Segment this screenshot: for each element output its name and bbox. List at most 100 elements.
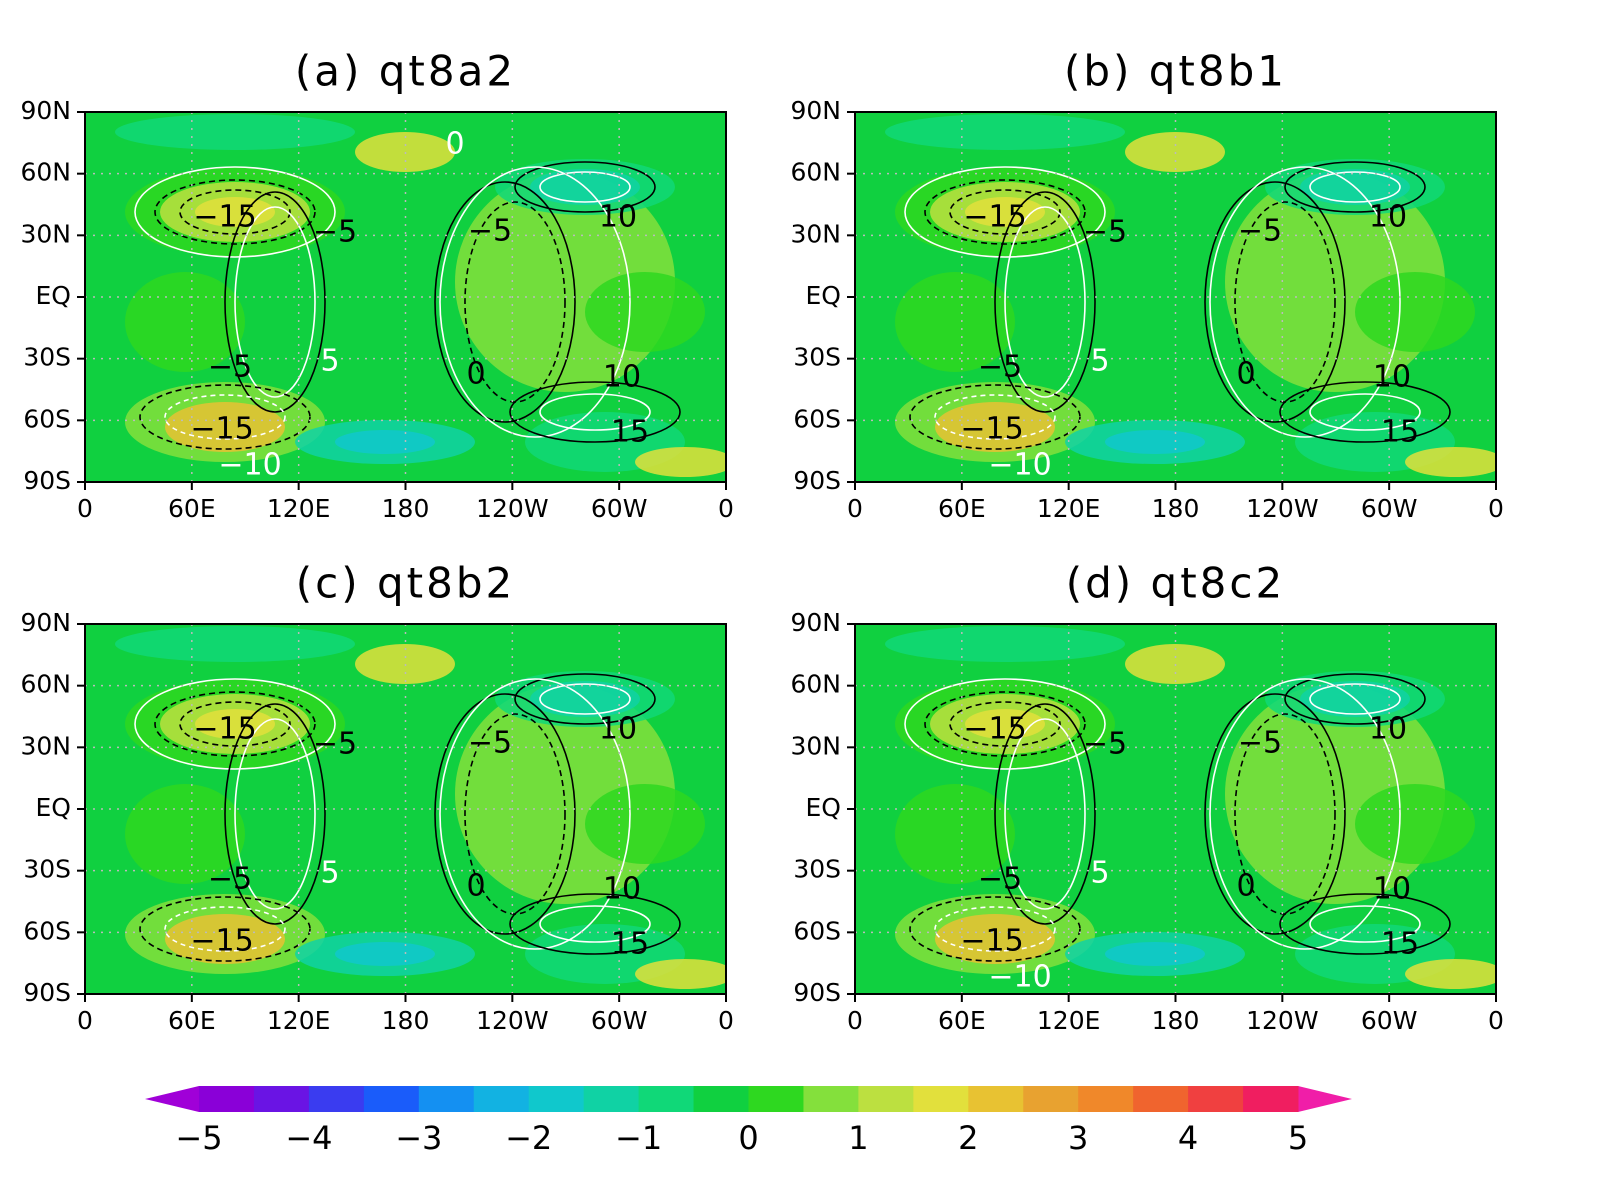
colorbar-tick-label: −5 [175,1119,222,1157]
contour-label: −5 [468,726,512,761]
contour-line [924,179,1086,245]
field-patch [1355,784,1475,864]
colorbar-swatch [968,1086,1024,1112]
x-tick-label: 60E [938,494,986,523]
colorbar-swatch [308,1086,365,1112]
y-tick-label: 60S [793,404,841,433]
y-tick-label: 30S [23,855,71,884]
field: −15 −5 −5 10 −5 5 0 10 −15 15 [85,624,726,994]
contour-label: 15 [1381,927,1419,962]
contour-label: 10 [603,360,641,395]
y-tick-label: 90N [790,96,841,125]
y-tick-label: 60S [793,916,841,945]
colorbar-tick-label: 1 [848,1119,868,1157]
contour-label: −5 [1083,727,1127,762]
field-patch [115,114,355,150]
contour-label: 10 [1369,200,1407,235]
contour-label: −5 [208,350,252,385]
contour-label: −5 [313,727,357,762]
contour-line [539,393,651,431]
x-tick-label: 180 [382,1006,430,1035]
panel-title: (b) qt8b1 [1064,47,1287,96]
contour-label: −5 [1238,726,1282,761]
x-tick-label: 180 [1152,1006,1200,1035]
colorbar-tick-label: −2 [505,1119,552,1157]
y-tick-label: 30N [20,731,71,760]
colorbar-swatch [693,1086,749,1112]
plot-area: −15 −5 −5 10 −5 5 0 10 −15 15 −10 0 [85,112,726,482]
field-patch [1405,447,1496,477]
x-tick-label: 60W [591,494,648,523]
panel-title: (a) qt8a2 [295,47,516,96]
y-tick-label: 30S [23,343,71,372]
contour-label: 10 [599,200,637,235]
field: −15 −5 −5 10 −5 5 0 10 −15 15 −10 [855,112,1496,482]
plot-area: −15 −5 −5 10 −5 5 0 10 −15 15 −10 [855,112,1496,482]
panel-title: (d) qt8c2 [1066,559,1285,608]
plot-frame [84,623,727,995]
contour-line [1204,181,1346,423]
x-tick-label: 0 [1488,494,1504,523]
contour-label: −15 [193,200,256,235]
contour-label: −15 [193,712,256,747]
x-tick-label: 0 [718,1006,734,1035]
x-tick-label: 120W [1246,1006,1318,1035]
contour-line [154,179,316,245]
field-patch [165,402,285,452]
x-tick-label: 0 [847,1006,863,1035]
contour-line [139,896,311,962]
field-patch [1355,272,1475,352]
y-tick-label: 90N [20,608,71,637]
y-tick-label: 90S [793,978,841,1007]
contour-label: 15 [611,415,649,450]
contour-label: −15 [960,924,1023,959]
plot-area: −15 −5 −5 10 −5 5 0 10 −15 15 −10 [855,624,1496,995]
colorbar-under [145,1086,199,1112]
contour-label: −15 [963,712,1026,747]
y-tick-label: 90N [790,608,841,637]
field-patch [335,430,435,454]
colorbar-swatch [418,1086,475,1112]
contour-line [1309,905,1421,943]
colorbar-swatch [473,1086,530,1112]
contour-label: −15 [960,412,1023,447]
colorbar-swatch [913,1086,969,1112]
contour-label: 0 [466,357,485,392]
y-tick-label: EQ [806,281,841,310]
y-tick-label: 60S [23,404,71,433]
contour-label: 5 [320,856,339,891]
field-patch [335,942,435,966]
contour-line [539,683,631,715]
contour-line [1209,678,1401,950]
y-tick-label: EQ [806,793,841,822]
contour-label: 0 [466,869,485,904]
contour-line [904,166,1106,258]
field-patch [935,402,1055,452]
field: −15 −5 −5 10 −5 5 0 10 −15 15 −10 0 [85,112,726,482]
colorbar-tick-label: 4 [1178,1119,1198,1157]
y-tick-label: 30S [793,343,841,372]
x-tick-label: 60E [938,1006,986,1035]
contour-line [509,381,681,443]
contour-label: 15 [611,927,649,962]
contour-label: 10 [599,712,637,747]
contour-line [139,384,311,450]
colorbar-swatch [1243,1086,1299,1112]
contour-label: −10 [988,960,1051,995]
field-patch [635,959,726,989]
x-tick-label: 180 [1152,494,1200,523]
y-tick-label: 30N [790,731,841,760]
x-tick-label: 120W [1246,494,1318,523]
y-tick-label: 90S [793,466,841,495]
contour-label: −5 [208,862,252,897]
y-tick-label: 60S [23,916,71,945]
contour-label: 10 [1373,360,1411,395]
y-tick-label: 60N [790,670,841,699]
contour-line [434,181,576,423]
contour-line [924,691,1086,757]
y-tick-label: 90N [20,96,71,125]
field-patch [635,447,726,477]
contour-label: −5 [313,215,357,250]
contour-label: −15 [190,924,253,959]
